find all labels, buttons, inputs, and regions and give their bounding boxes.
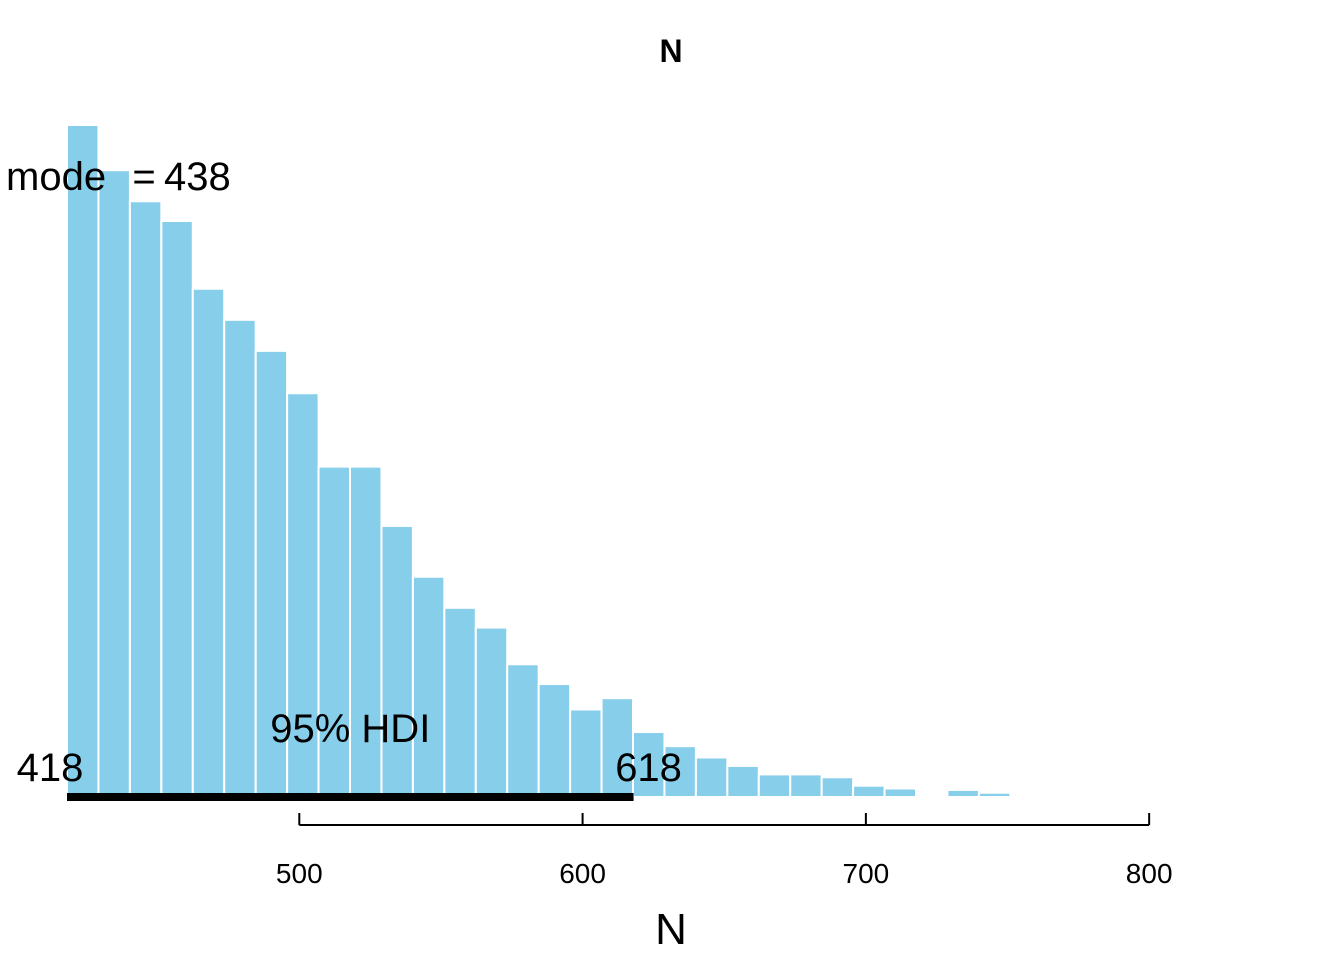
histogram-bar	[160, 220, 194, 798]
histogram-bar	[726, 764, 760, 799]
mode-label: mode	[6, 155, 106, 199]
histogram-bar	[757, 773, 792, 798]
hdi-low-label: 418	[17, 746, 84, 790]
histogram-bar	[191, 287, 226, 798]
histogram-bar	[694, 756, 729, 798]
histogram-bar	[411, 575, 446, 799]
mode-annotation: mode = 438	[6, 155, 231, 199]
histogram-bar	[443, 606, 477, 798]
histogram-bar	[663, 745, 697, 798]
histogram-bar	[977, 791, 1012, 799]
histogram-bar	[820, 776, 855, 798]
x-tick-label: 800	[1126, 858, 1173, 889]
x-tick-label: 700	[843, 858, 890, 889]
chart-title: N	[659, 33, 682, 69]
histogram-bar	[946, 788, 980, 799]
histogram-bar	[97, 169, 131, 798]
x-tick-label: 500	[276, 858, 323, 889]
histogram-bar	[569, 708, 603, 798]
histogram-bar	[380, 524, 414, 798]
histogram-bar	[223, 318, 257, 798]
x-axis-ticks: 500 600 700 800	[276, 813, 1173, 889]
histogram-bar	[915, 794, 949, 799]
histogram-bar	[66, 124, 100, 798]
histogram-bar	[1040, 794, 1075, 799]
histogram-bar	[789, 773, 823, 798]
histogram-bar	[1009, 794, 1043, 799]
x-axis: 500 600 700 800 N	[276, 813, 1173, 954]
histogram-bar	[852, 784, 886, 799]
histogram-bar	[474, 626, 509, 799]
mode-value: 438	[164, 155, 231, 199]
histogram-bar	[128, 200, 163, 799]
hdi-label: 95% HDI	[270, 707, 430, 751]
histogram-bars	[66, 124, 1075, 799]
histogram-bar	[254, 349, 289, 798]
mode-equals-sign: =	[132, 155, 155, 199]
x-axis-label: N	[655, 905, 687, 954]
histogram-bar	[883, 787, 918, 799]
histogram-bar	[537, 683, 572, 798]
hdi-annotation: 95% HDI 418 618	[17, 707, 682, 801]
histogram-bar	[506, 663, 540, 798]
x-tick-label: 600	[559, 858, 606, 889]
hdi-high-label: 618	[615, 746, 682, 790]
